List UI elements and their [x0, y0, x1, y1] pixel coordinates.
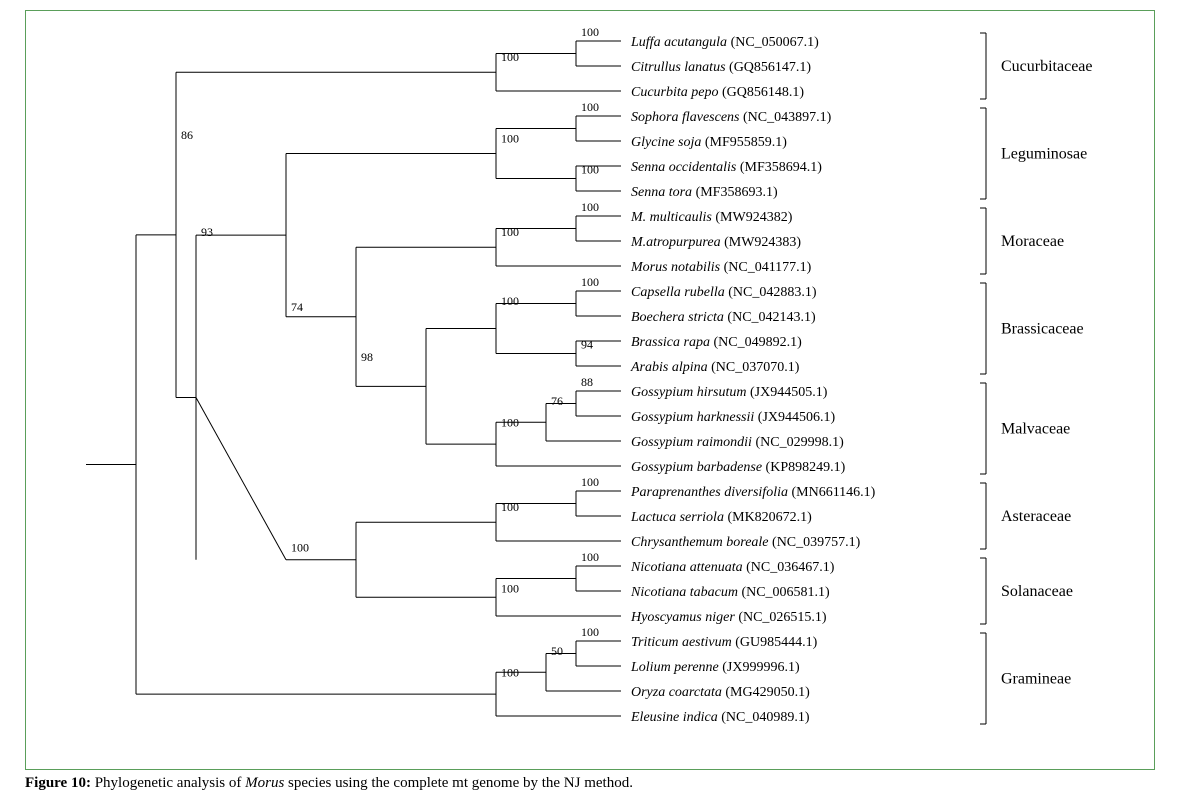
svg-text:100: 100 [581, 550, 599, 564]
svg-text:Solanaceae: Solanaceae [1001, 583, 1073, 600]
svg-text:100: 100 [501, 581, 519, 595]
svg-text:100: 100 [581, 625, 599, 639]
svg-text:Boechera stricta (NC_042143.1): Boechera stricta (NC_042143.1) [631, 310, 816, 325]
svg-text:Brassicaceae: Brassicaceae [1001, 321, 1084, 338]
svg-text:Triticum aestivum (GU985444.1): Triticum aestivum (GU985444.1) [631, 635, 818, 650]
svg-text:Citrullus lanatus (GQ856147.1): Citrullus lanatus (GQ856147.1) [631, 60, 811, 75]
svg-text:Leguminosae: Leguminosae [1001, 146, 1087, 163]
svg-text:100: 100 [501, 225, 519, 239]
svg-text:50: 50 [551, 644, 563, 658]
caption-text-a: Phylogenetic analysis of [91, 775, 245, 791]
svg-text:Glycine soja (MF955859.1): Glycine soja (MF955859.1) [631, 135, 787, 150]
svg-text:100: 100 [501, 50, 519, 64]
svg-text:Brassica rapa (NC_049892.1): Brassica rapa (NC_049892.1) [631, 335, 802, 350]
svg-text:100: 100 [501, 666, 519, 680]
svg-text:Morus notabilis (NC_041177.1): Morus notabilis (NC_041177.1) [630, 260, 812, 275]
svg-text:93: 93 [201, 225, 213, 239]
svg-text:98: 98 [361, 350, 373, 364]
svg-text:Eleusine indica (NC_040989.1): Eleusine indica (NC_040989.1) [630, 710, 810, 725]
svg-text:100: 100 [581, 200, 599, 214]
svg-text:Lactuca serriola (MK820672.1): Lactuca serriola (MK820672.1) [630, 510, 812, 525]
caption-number: Figure 10: [25, 775, 91, 791]
svg-text:100: 100 [501, 131, 519, 145]
svg-text:94: 94 [581, 338, 593, 352]
svg-text:Senna occidentalis (MF358694.1: Senna occidentalis (MF358694.1) [631, 160, 822, 175]
svg-text:Luffa acutangula (NC_050067.1): Luffa acutangula (NC_050067.1) [630, 35, 819, 50]
phylogenetic-tree: Luffa acutangula (NC_050067.1) Citrullus … [26, 11, 1156, 751]
svg-text:Cucurbitaceae: Cucurbitaceae [1001, 58, 1093, 75]
svg-text:Gossypium raimondii (NC_029998: Gossypium raimondii (NC_029998.1) [631, 435, 844, 450]
svg-text:100: 100 [581, 475, 599, 489]
svg-text:100: 100 [581, 25, 599, 39]
svg-text:Chrysanthemum boreale (NC_0397: Chrysanthemum boreale (NC_039757.1) [631, 535, 861, 550]
svg-text:Gossypium harknessii (JX944506: Gossypium harknessii (JX944506.1) [631, 410, 836, 425]
svg-text:Asteraceae: Asteraceae [1001, 508, 1071, 525]
svg-text:Arabis alpina (NC_037070.1): Arabis alpina (NC_037070.1) [630, 360, 800, 375]
svg-text:Sophora flavescens (NC_043897.: Sophora flavescens (NC_043897.1) [631, 110, 832, 125]
svg-text:Nicotiana attenuata (NC_036467: Nicotiana attenuata (NC_036467.1) [630, 560, 835, 575]
svg-text:88: 88 [581, 375, 593, 389]
svg-text:100: 100 [501, 416, 519, 430]
svg-text:100: 100 [501, 294, 519, 308]
svg-text:Oryza coarctata (MG429050.1): Oryza coarctata (MG429050.1) [631, 685, 810, 700]
svg-text:Paraprenanthes diversifolia (M: Paraprenanthes diversifolia (MN661146.1) [630, 485, 876, 500]
svg-text:86: 86 [181, 128, 193, 142]
svg-text:Cucurbita pepo (GQ856148.1): Cucurbita pepo (GQ856148.1) [631, 85, 804, 100]
svg-text:Gramineae: Gramineae [1001, 671, 1071, 688]
svg-text:Malvaceae: Malvaceae [1001, 421, 1070, 438]
svg-text:Senna tora (MF358693.1): Senna tora (MF358693.1) [631, 185, 778, 200]
svg-text:74: 74 [291, 300, 303, 314]
caption-text-b: species using the complete mt genome by … [284, 775, 633, 791]
svg-text:Capsella rubella (NC_042883.1): Capsella rubella (NC_042883.1) [631, 285, 817, 300]
svg-text:Lolium perenne (JX999996.1): Lolium perenne (JX999996.1) [630, 660, 800, 675]
svg-text:76: 76 [551, 394, 563, 408]
svg-text:100: 100 [581, 163, 599, 177]
svg-text:100: 100 [581, 100, 599, 114]
figure-caption: Figure 10: Phylogenetic analysis of Moru… [25, 775, 633, 792]
svg-text:Nicotiana tabacum (NC_006581.1: Nicotiana tabacum (NC_006581.1) [630, 585, 830, 600]
svg-text:Gossypium barbadense (KP898249: Gossypium barbadense (KP898249.1) [631, 460, 846, 475]
svg-text:M.atropurpurea (MW924383): M.atropurpurea (MW924383) [630, 235, 801, 250]
svg-text:Hyoscyamus niger (NC_026515.1): Hyoscyamus niger (NC_026515.1) [630, 610, 827, 625]
svg-text:Moraceae: Moraceae [1001, 233, 1064, 250]
svg-text:M. multicaulis (MW924382): M. multicaulis (MW924382) [630, 210, 793, 225]
svg-text:100: 100 [581, 275, 599, 289]
svg-text:100: 100 [501, 500, 519, 514]
svg-text:100: 100 [291, 541, 309, 555]
svg-text:Gossypium hirsutum (JX944505.1: Gossypium hirsutum (JX944505.1) [631, 385, 828, 400]
caption-genus: Morus [245, 775, 284, 791]
figure-container: Luffa acutangula (NC_050067.1) Citrullus … [25, 10, 1155, 770]
